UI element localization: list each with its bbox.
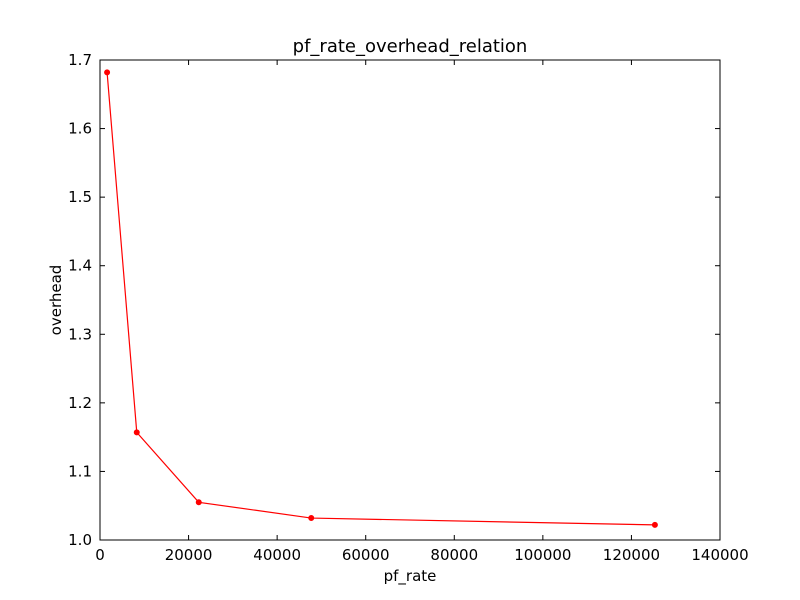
y-tick-label: 1.7	[68, 51, 92, 69]
data-point	[651, 521, 658, 528]
x-axis-label: pf_rate	[384, 567, 437, 586]
x-tick-label: 140000	[691, 546, 748, 564]
x-tick-label: 60000	[342, 546, 390, 564]
x-tick-label: 80000	[430, 546, 478, 564]
data-point	[104, 69, 111, 76]
data-point	[133, 429, 140, 436]
y-tick-label: 1.6	[68, 120, 92, 138]
x-tick-label: 20000	[165, 546, 213, 564]
plot-area: 0 20000 40000 60000 80000 100000 120000 140000 …	[68, 51, 748, 564]
x-tick-label: 120000	[603, 546, 660, 564]
y-axis-label: overhead	[47, 265, 65, 336]
y-tick-label: 1.3	[68, 325, 92, 343]
y-tick-label: 1.1	[68, 462, 92, 480]
chart-title: pf_rate_overhead_relation	[293, 36, 528, 57]
x-axis-ticks: 0 20000 40000 60000 80000 100000 120000 140000	[95, 60, 749, 564]
data-point	[195, 499, 202, 506]
y-tick-label: 1.4	[68, 257, 92, 275]
data-point	[308, 515, 315, 522]
y-tick-label: 1.5	[68, 188, 92, 206]
series-layer	[104, 69, 658, 528]
y-tick-label: 1.2	[68, 394, 92, 412]
y-axis-ticks: 1.0 1.1 1.2 1.3 1.4 1.5 1.6 1.7	[68, 51, 720, 549]
x-tick-label: 0	[95, 546, 105, 564]
x-tick-label: 40000	[253, 546, 301, 564]
plot-frame	[99, 59, 721, 541]
y-tick-label: 1.0	[68, 531, 92, 549]
x-tick-label: 100000	[514, 546, 571, 564]
